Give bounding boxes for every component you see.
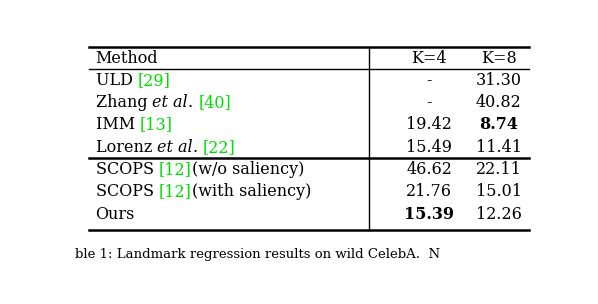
Text: [22]: [22] (203, 139, 236, 156)
Text: Lorenz: Lorenz (96, 139, 157, 156)
Text: 19.42: 19.42 (407, 116, 452, 133)
Text: -: - (426, 94, 432, 111)
Text: 8.74: 8.74 (480, 116, 518, 133)
Text: 40.82: 40.82 (476, 94, 521, 111)
Text: 15.01: 15.01 (476, 183, 522, 200)
Text: 46.62: 46.62 (407, 161, 452, 178)
Text: Zhang: Zhang (96, 94, 152, 111)
Text: Method: Method (96, 50, 158, 67)
Text: et al: et al (157, 139, 193, 156)
Text: K=4: K=4 (411, 50, 447, 67)
Text: 12.26: 12.26 (476, 206, 521, 223)
Text: 22.11: 22.11 (476, 161, 521, 178)
Text: et al: et al (152, 94, 188, 111)
Text: 11.41: 11.41 (476, 139, 522, 156)
Text: .: . (193, 139, 203, 156)
Text: 21.76: 21.76 (406, 183, 452, 200)
Text: [12]: [12] (158, 161, 191, 178)
Text: ULD: ULD (96, 72, 138, 89)
Text: (w/o saliency): (w/o saliency) (191, 161, 304, 178)
Text: 15.49: 15.49 (406, 139, 452, 156)
Text: 15.39: 15.39 (404, 206, 454, 223)
Text: 31.30: 31.30 (476, 72, 522, 89)
Text: [40]: [40] (198, 94, 231, 111)
Text: K=8: K=8 (481, 50, 517, 67)
Text: SCOPS: SCOPS (96, 161, 158, 178)
Text: IMM: IMM (96, 116, 140, 133)
Text: Ours: Ours (96, 206, 135, 223)
Text: -: - (426, 72, 432, 89)
Text: SCOPS: SCOPS (96, 183, 158, 200)
Text: (with saliency): (with saliency) (191, 183, 311, 200)
Text: ble 1: Landmark regression results on wild CelebA.  N: ble 1: Landmark regression results on wi… (75, 248, 440, 261)
Text: [12]: [12] (158, 183, 191, 200)
Text: [13]: [13] (140, 116, 173, 133)
Text: .: . (188, 94, 198, 111)
Text: [29]: [29] (138, 72, 170, 89)
